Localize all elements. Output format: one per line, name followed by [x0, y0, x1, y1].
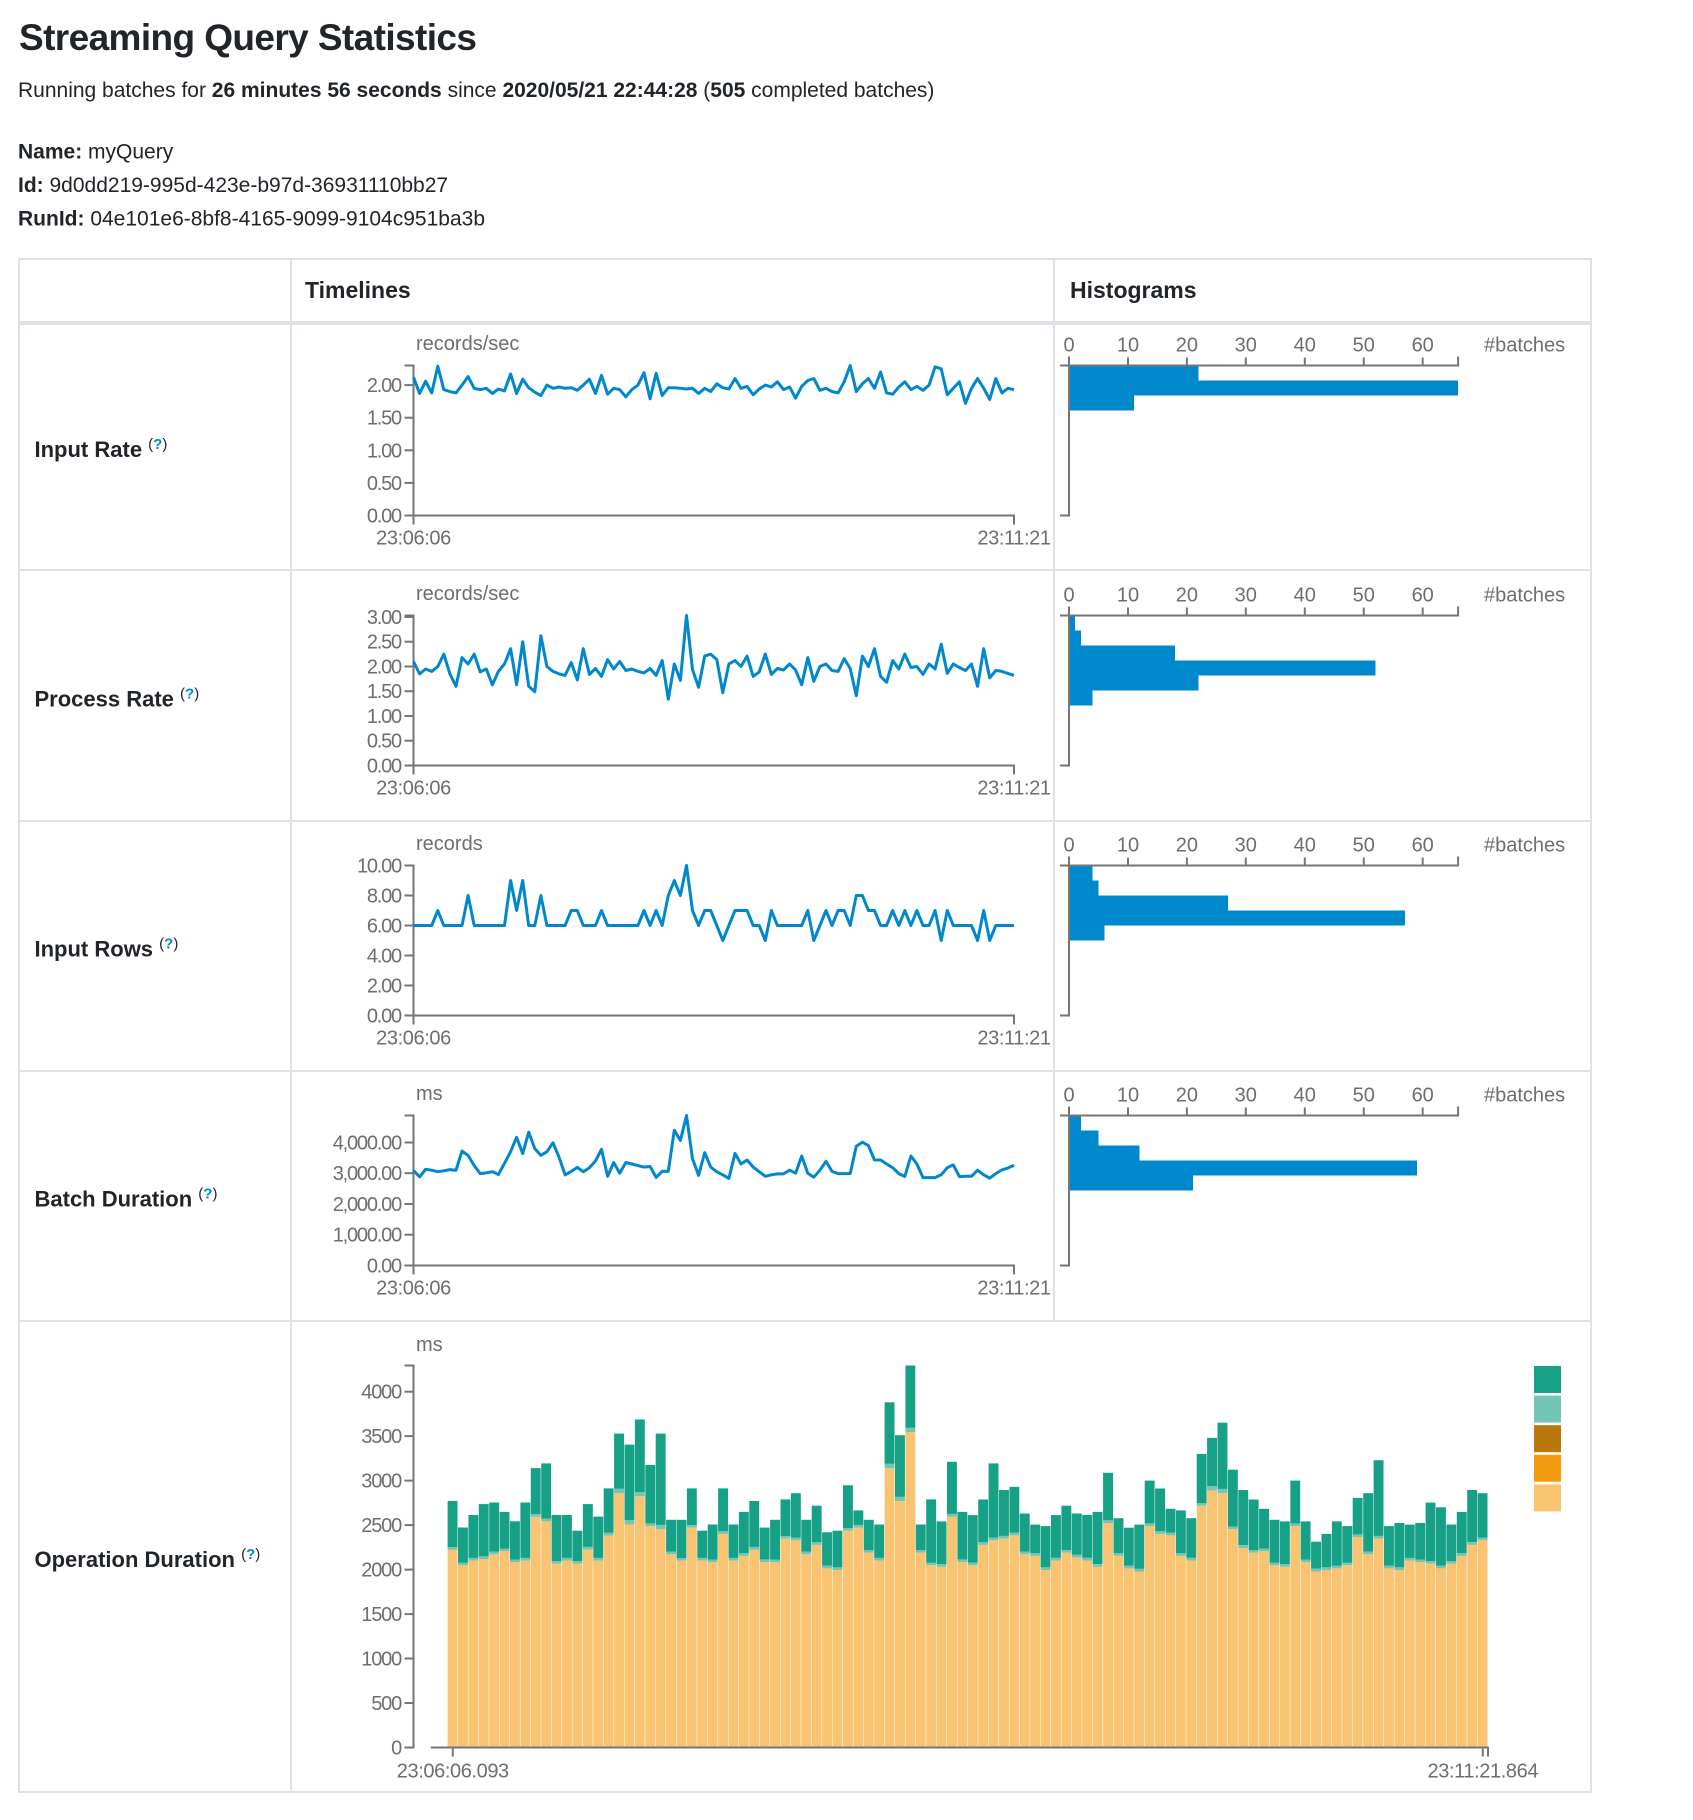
svg-text:Streaming Query Statistics: Streaming Query Statistics	[19, 17, 476, 58]
svg-text:Name: myQuery: Name: myQuery	[18, 141, 174, 164]
svg-text:0.00: 0.00	[367, 1256, 402, 1278]
svg-text:8.00: 8.00	[367, 886, 402, 908]
svg-text:records/sec: records/sec	[416, 583, 519, 605]
svg-text:ms: ms	[416, 1334, 443, 1356]
svg-text:23:11:21: 23:11:21	[977, 1028, 1050, 1050]
svg-text:10: 10	[1117, 1085, 1139, 1107]
svg-text:Process Rate (?): Process Rate (?)	[35, 686, 200, 712]
svg-text:6.00: 6.00	[367, 916, 402, 938]
svg-text:50: 50	[1353, 835, 1375, 857]
svg-text:2.00: 2.00	[367, 657, 402, 679]
svg-text:23:11:21: 23:11:21	[977, 528, 1050, 550]
svg-text:30: 30	[1235, 1085, 1257, 1107]
svg-text:Id: 9d0dd219-995d-423e-b97d-36: Id: 9d0dd219-995d-423e-b97d-36931110bb27	[18, 174, 448, 197]
svg-text:50: 50	[1353, 335, 1375, 357]
svg-text:23:06:06: 23:06:06	[376, 1028, 451, 1050]
svg-text:23:06:06: 23:06:06	[376, 778, 451, 800]
svg-text:20: 20	[1176, 335, 1198, 357]
svg-text:0: 0	[1063, 335, 1074, 357]
svg-text:ms: ms	[416, 1083, 443, 1105]
svg-text:3000: 3000	[361, 1471, 402, 1493]
svg-text:records/sec: records/sec	[416, 333, 519, 355]
svg-text:1.50: 1.50	[367, 681, 402, 703]
svg-text:60: 60	[1412, 585, 1434, 607]
svg-text:3500: 3500	[361, 1426, 402, 1448]
svg-text:60: 60	[1412, 835, 1434, 857]
svg-text:3,000.00: 3,000.00	[333, 1163, 402, 1185]
svg-text:1000: 1000	[361, 1649, 402, 1671]
svg-text:60: 60	[1412, 335, 1434, 357]
svg-text:23:11:21: 23:11:21	[977, 778, 1050, 800]
svg-text:1.00: 1.00	[367, 706, 402, 728]
svg-text:10: 10	[1117, 585, 1139, 607]
svg-text:10: 10	[1117, 835, 1139, 857]
svg-text:2.00: 2.00	[367, 976, 402, 998]
svg-text:0.00: 0.00	[367, 756, 402, 778]
svg-text:40: 40	[1294, 1085, 1316, 1107]
svg-text:0: 0	[1063, 585, 1074, 607]
svg-text:2,000.00: 2,000.00	[333, 1194, 402, 1216]
svg-text:10.00: 10.00	[357, 856, 402, 878]
svg-text:30: 30	[1235, 335, 1257, 357]
svg-text:1,000.00: 1,000.00	[333, 1225, 402, 1247]
svg-text:23:06:06: 23:06:06	[376, 1278, 451, 1300]
svg-text:30: 30	[1235, 835, 1257, 857]
svg-text:20: 20	[1176, 585, 1198, 607]
svg-text:0: 0	[1063, 835, 1074, 857]
svg-text:0: 0	[1063, 1085, 1074, 1107]
svg-text:3.00: 3.00	[367, 607, 402, 629]
svg-text:records: records	[416, 833, 483, 855]
svg-text:40: 40	[1294, 335, 1316, 357]
svg-text:Timelines: Timelines	[305, 277, 411, 303]
svg-text:23:11:21.864: 23:11:21.864	[1428, 1761, 1539, 1783]
svg-text:23:11:21: 23:11:21	[977, 1278, 1050, 1300]
svg-text:#batches: #batches	[1484, 1085, 1565, 1107]
svg-text:2.50: 2.50	[367, 632, 402, 654]
svg-text:2500: 2500	[361, 1515, 402, 1537]
svg-text:Operation Duration (?): Operation Duration (?)	[35, 1546, 261, 1572]
svg-text:Input Rate (?): Input Rate (?)	[35, 436, 168, 462]
svg-text:23:06:06.093: 23:06:06.093	[397, 1761, 509, 1783]
svg-text:50: 50	[1353, 1085, 1375, 1107]
svg-text:Histograms: Histograms	[1070, 277, 1197, 303]
svg-text:1500: 1500	[361, 1604, 402, 1626]
svg-text:4,000.00: 4,000.00	[333, 1133, 402, 1155]
svg-text:10: 10	[1117, 335, 1139, 357]
svg-text:0.50: 0.50	[367, 473, 402, 495]
svg-text:500: 500	[371, 1693, 402, 1715]
svg-text:0.50: 0.50	[367, 731, 402, 753]
svg-text:Running batches for 26 minutes: Running batches for 26 minutes 56 second…	[18, 79, 934, 102]
svg-text:Input Rows (?): Input Rows (?)	[35, 936, 179, 962]
svg-text:30: 30	[1235, 585, 1257, 607]
svg-text:#batches: #batches	[1484, 585, 1565, 607]
svg-text:20: 20	[1176, 1085, 1198, 1107]
svg-text:0.00: 0.00	[367, 1006, 402, 1028]
svg-text:RunId: 04e101e6-8bf8-4165-9099: RunId: 04e101e6-8bf8-4165-9099-9104c951b…	[18, 208, 485, 231]
svg-text:2000: 2000	[361, 1560, 402, 1582]
svg-text:1.50: 1.50	[367, 408, 402, 430]
svg-text:0: 0	[391, 1738, 402, 1760]
svg-text:40: 40	[1294, 585, 1316, 607]
svg-text:4.00: 4.00	[367, 946, 402, 968]
svg-text:4000: 4000	[361, 1382, 402, 1404]
svg-text:23:06:06: 23:06:06	[376, 528, 451, 550]
svg-text:#batches: #batches	[1484, 335, 1565, 357]
svg-text:Batch Duration (?): Batch Duration (?)	[35, 1186, 218, 1212]
svg-text:0.00: 0.00	[367, 506, 402, 528]
svg-text:1.00: 1.00	[367, 440, 402, 462]
svg-text:2.00: 2.00	[367, 375, 402, 397]
svg-text:20: 20	[1176, 835, 1198, 857]
svg-text:40: 40	[1294, 835, 1316, 857]
svg-text:60: 60	[1412, 1085, 1434, 1107]
svg-text:#batches: #batches	[1484, 835, 1565, 857]
svg-text:50: 50	[1353, 585, 1375, 607]
